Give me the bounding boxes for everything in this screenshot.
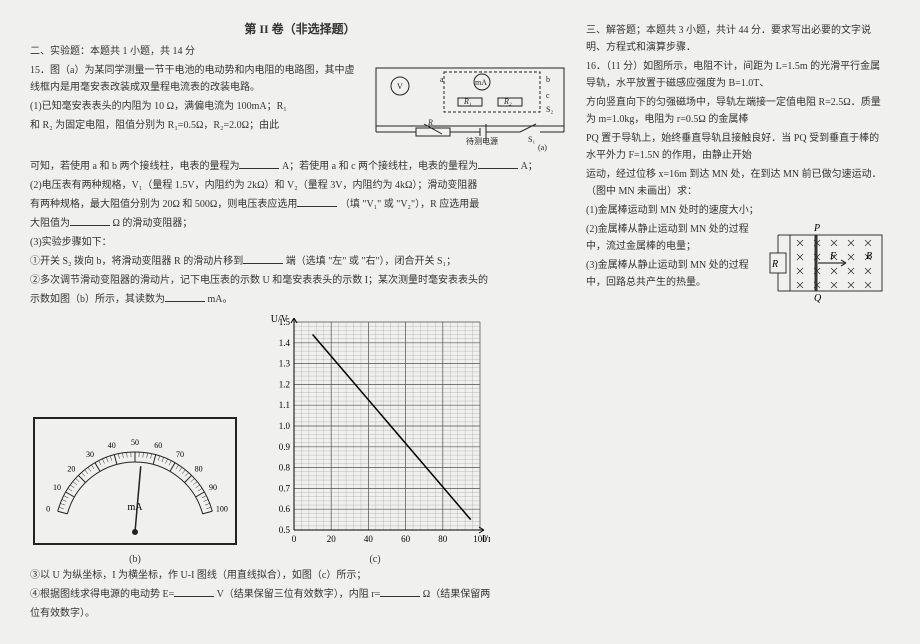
svg-text:R₁: R₁ <box>463 97 472 106</box>
p3a: (2)电压表有两种规格，V₁（量程 1.5V，内阻约为 2kΩ）和 V₂（量程 … <box>30 177 570 194</box>
svg-text:20: 20 <box>67 464 75 473</box>
rail-diagram: P Q R F B <box>766 223 886 303</box>
svg-text:P: P <box>813 223 820 234</box>
svg-text:V: V <box>397 82 403 91</box>
svg-text:Q: Q <box>814 293 822 303</box>
svg-text:40: 40 <box>364 534 374 544</box>
p6a: ②多次调节滑动变阻器的滑动片，记下电压表的示数 U 和毫安表表头的示数 I；某次… <box>30 272 570 289</box>
svg-text:1.1: 1.1 <box>279 400 290 410</box>
meter-caption: (b) <box>30 554 240 565</box>
svg-text:1.4: 1.4 <box>279 338 291 348</box>
rail-svg: P Q R F B <box>766 223 886 303</box>
svg-text:R: R <box>771 259 778 270</box>
svg-text:S₁: S₁ <box>528 135 535 144</box>
svg-text:R: R <box>427 118 433 127</box>
right-column: 三、解答题；本题共 3 小题，共计 44 分．要求写出必要的文字说明、方程式和演… <box>586 20 886 624</box>
svg-text:0.7: 0.7 <box>279 483 291 493</box>
svg-text:0.8: 0.8 <box>279 463 291 473</box>
p2c: A； <box>521 161 538 172</box>
svg-text:U/V: U/V <box>271 314 289 325</box>
svg-text:50: 50 <box>131 438 139 447</box>
svg-text:mA: mA <box>128 502 144 513</box>
svg-text:0.5: 0.5 <box>279 525 291 535</box>
svg-text:(a): (a) <box>538 143 547 152</box>
circuit-svg: V mA R₁ R₂ b c S₂ S₁ R 待测电源 (a) a <box>370 62 570 152</box>
svg-text:c: c <box>546 91 550 100</box>
chart-svg: 0204060801000.50.60.70.80.91.01.11.21.31… <box>260 314 490 554</box>
p8b: V（结果保留三位有效数字），内阻 r= <box>217 589 381 600</box>
svg-text:b: b <box>546 75 550 84</box>
p5: ①开关 S₂ 拨向 b，将滑动变阻器 R 的滑动片移到 端（选填 "左" 或 "… <box>30 253 570 270</box>
q16c: PQ 置于导轨上，始终垂直导轨且接触良好．当 PQ 受到垂直于棒的水平外力 F=… <box>586 130 886 164</box>
svg-text:待测电源: 待测电源 <box>466 136 498 146</box>
p5b: 端（选填 "左" 或 "右"），闭合开关 S₁； <box>286 256 456 267</box>
q16a: 16．（11 分）如图所示，电阻不计，间距为 L=1.5m 的光滑平行金属导轨，… <box>586 58 886 92</box>
p3e: Ω 的滑动变阻器； <box>113 218 193 229</box>
meter-svg: 0 10 20 30 40 50 60 70 80 90 100 mA <box>30 414 240 554</box>
p2b: A；若使用 a 和 c 两个接线柱，电表的量程为 <box>282 161 478 172</box>
p4: (3)实验步骤如下： <box>30 234 570 251</box>
svg-text:60: 60 <box>154 441 162 450</box>
svg-text:0.9: 0.9 <box>279 442 291 452</box>
p8d: 位有效数字）。 <box>30 605 570 622</box>
section-title: 第 II 卷（非选择题） <box>30 20 570 37</box>
s1: (1)金属棒运动到 MN 处时的速度大小； <box>586 202 886 219</box>
p3-row2: 大阻值为 Ω 的滑动变阻器； <box>30 215 570 232</box>
svg-text:60: 60 <box>401 534 411 544</box>
svg-text:40: 40 <box>108 441 116 450</box>
circuit-figure: V mA R₁ R₂ b c S₂ S₁ R 待测电源 (a) a <box>370 62 570 152</box>
svg-text:S₂: S₂ <box>546 105 553 114</box>
svg-text:80: 80 <box>195 464 203 473</box>
p8a: ④根据图线求得电源的电动势 E= <box>30 589 174 600</box>
p8c: Ω（结果保留两 <box>423 589 490 600</box>
p6b: 示数如图（b）所示，其读数为 <box>30 294 165 305</box>
p3b: 有两种规格，最大阻值分别为 20Ω 和 500Ω，则电压表应选用 <box>30 199 297 210</box>
p7: ③以 U 为纵坐标，I 为横坐标，作 U-I 图线（用直线拟合），如图（c）所示… <box>30 567 570 584</box>
p3c: （填 "V₁" 或 "V₂"），R 应选用最 <box>340 199 479 210</box>
svg-text:1.3: 1.3 <box>279 359 291 369</box>
svg-text:1.2: 1.2 <box>279 379 290 389</box>
p2a: 可知，若使用 a 和 b 两个接线柱，电表的量程为 <box>30 161 239 172</box>
p3d: 大阻值为 <box>30 218 70 229</box>
q16b: 方向竖直向下的匀强磁场中，导轨左端接一定值电阻 R=2.5Ω．质量为 m=1.0… <box>586 94 886 128</box>
p5a: ①开关 S₂ 拨向 b，将滑动变阻器 R 的滑动片移到 <box>30 256 243 267</box>
svg-text:0: 0 <box>46 505 50 514</box>
chart-figure: 0204060801000.50.60.70.80.91.01.11.21.31… <box>260 314 490 565</box>
p3-row: 有两种规格，最大阻值分别为 20Ω 和 500Ω，则电压表应选用 （填 "V₁"… <box>30 196 570 213</box>
svg-text:90: 90 <box>209 483 217 492</box>
p2: 可知，若使用 a 和 b 两个接线柱，电表的量程为 A；若使用 a 和 c 两个… <box>30 158 570 175</box>
svg-text:mA: mA <box>475 78 487 87</box>
svg-text:100: 100 <box>216 505 228 514</box>
left-column: 第 II 卷（非选择题） 二、实验题：本题共 1 小题，共 14 分 <box>30 20 570 624</box>
chart-caption: (c) <box>260 554 490 565</box>
p6-row: 示数如图（b）所示，其读数为 mA。 <box>30 291 570 308</box>
svg-text:20: 20 <box>327 534 337 544</box>
svg-text:a: a <box>440 75 444 84</box>
svg-text:R₂: R₂ <box>503 97 512 106</box>
p6c: mA。 <box>208 294 233 305</box>
svg-text:0.6: 0.6 <box>279 504 291 514</box>
heading-3: 三、解答题；本题共 3 小题，共计 44 分．要求写出必要的文字说明、方程式和演… <box>586 22 886 56</box>
meter-figure: 0 10 20 30 40 50 60 70 80 90 100 mA (b) <box>30 414 240 565</box>
heading-2: 二、实验题：本题共 1 小题，共 14 分 <box>30 43 570 60</box>
svg-text:10: 10 <box>53 483 61 492</box>
svg-text:80: 80 <box>438 534 448 544</box>
svg-text:1.0: 1.0 <box>279 421 291 431</box>
svg-text:I/mA: I/mA <box>482 534 490 545</box>
svg-text:0: 0 <box>292 534 297 544</box>
p8: ④根据图线求得电源的电动势 E= V（结果保留三位有效数字），内阻 r= Ω（结… <box>30 586 570 603</box>
svg-text:F: F <box>829 251 837 262</box>
svg-text:70: 70 <box>176 450 184 459</box>
svg-text:30: 30 <box>86 450 94 459</box>
q16d: 运动，经过位移 x=16m 到达 MN 处，在到达 MN 前已做匀速运动．（图中… <box>586 166 886 200</box>
svg-text:B: B <box>866 251 872 262</box>
